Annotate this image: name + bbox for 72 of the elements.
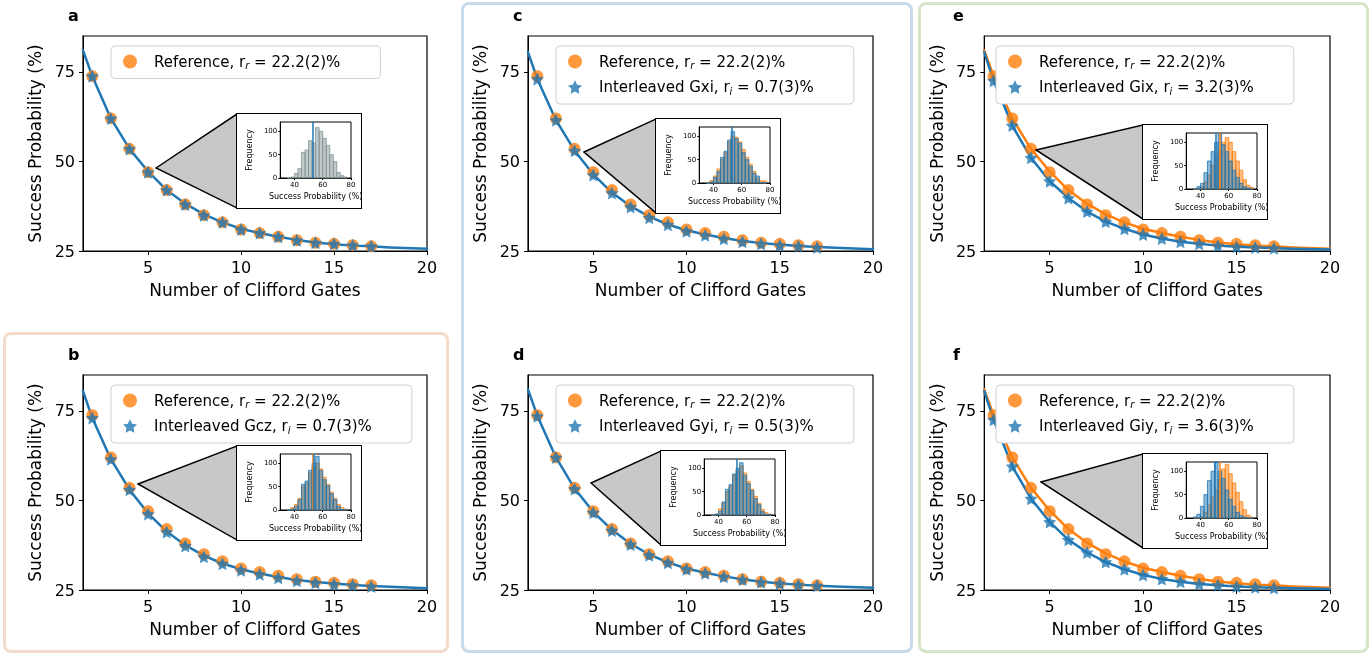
y-axis-title: Success Probability (%) (470, 383, 491, 582)
y-tick-label: 25 (54, 580, 75, 600)
x-axis-title: Number of Clifford Gates (1051, 279, 1263, 300)
y-tick-label: 50 (955, 151, 977, 171)
x-axis-title: Success Probability (%) (687, 197, 782, 207)
y-tick-label: 50 (499, 490, 520, 510)
x-axis-title: Number of Clifford Gates (1051, 618, 1263, 639)
y-tick-label: 25 (499, 241, 520, 261)
chart-title: b (68, 344, 80, 364)
x-axis-title: Number of Clifford Gates (594, 618, 807, 639)
x-tick-label: 10 (676, 596, 697, 616)
y-axis-title: Frequency (244, 129, 254, 171)
y-axis-title: Success Probability (%) (470, 44, 491, 243)
y-axis-title: Frequency (663, 134, 673, 176)
x-tick-label: 10 (230, 596, 252, 616)
x-tick-label: 20 (1319, 596, 1341, 616)
x-tick-label: 10 (676, 257, 697, 277)
y-tick-label: 75 (54, 401, 75, 421)
y-tick-label: 25 (54, 241, 75, 261)
x-tick-label: 20 (862, 596, 884, 616)
x-tick-label: 20 (416, 257, 438, 277)
y-tick-label: 50 (54, 151, 75, 171)
chart-title: c (513, 5, 523, 25)
y-tick-label: 75 (499, 62, 520, 82)
x-tick-label: 5 (1044, 257, 1055, 277)
y-axis-title: Success Probability (%) (25, 383, 46, 582)
x-axis-title: Success Probability (%) (1174, 532, 1269, 542)
x-tick-label: 20 (1319, 257, 1341, 277)
y-tick-label: 75 (54, 62, 75, 82)
x-tick-label: 5 (142, 257, 154, 277)
x-axis-title: Success Probability (%) (692, 529, 787, 539)
x-tick-label: 15 (1226, 257, 1247, 277)
x-tick-label: 20 (416, 596, 438, 616)
chart-title: e (953, 5, 964, 25)
x-tick-label: 5 (588, 257, 599, 277)
x-axis-title: Success Probability (%) (268, 192, 363, 202)
x-tick-label: 10 (1132, 257, 1154, 277)
y-axis-title: Frequency (1150, 469, 1160, 511)
x-tick-label: 10 (1132, 596, 1154, 616)
x-tick-label: 20 (862, 257, 884, 277)
y-tick-label: 50 (54, 490, 75, 510)
x-tick-label: 15 (769, 596, 790, 616)
y-axis-title: Frequency (1150, 140, 1160, 182)
y-tick-label: 75 (955, 401, 977, 421)
x-tick-label: 10 (230, 257, 252, 277)
y-tick-label: 50 (499, 151, 520, 171)
y-axis-title: Frequency (668, 466, 678, 508)
y-tick-label: 75 (955, 62, 977, 82)
x-axis-title: Number of Clifford Gates (594, 279, 807, 300)
chart-title: f (953, 344, 961, 364)
y-tick-label: 25 (499, 580, 520, 600)
y-tick-label: 75 (499, 401, 520, 421)
chart-title: d (513, 344, 525, 364)
y-axis-title: Frequency (244, 461, 254, 503)
x-tick-label: 15 (323, 257, 345, 277)
x-tick-label: 5 (142, 596, 154, 616)
y-tick-label: 25 (955, 241, 977, 261)
x-axis-title: Number of Clifford Gates (149, 279, 361, 300)
x-tick-label: 15 (769, 257, 790, 277)
x-axis-title: Success Probability (%) (268, 524, 363, 534)
x-axis-title: Number of Clifford Gates (149, 618, 361, 639)
y-axis-title: Success Probability (%) (926, 383, 947, 582)
y-axis-title: Success Probability (%) (25, 44, 46, 243)
y-tick-label: 25 (955, 580, 977, 600)
x-tick-label: 5 (1044, 596, 1055, 616)
x-axis-title: Success Probability (%) (1174, 203, 1269, 213)
y-axis-title: Success Probability (%) (926, 44, 947, 243)
chart-title: a (68, 5, 79, 25)
y-tick-label: 50 (955, 490, 977, 510)
x-tick-label: 15 (1226, 596, 1247, 616)
x-tick-label: 5 (588, 596, 599, 616)
x-tick-label: 15 (323, 596, 345, 616)
